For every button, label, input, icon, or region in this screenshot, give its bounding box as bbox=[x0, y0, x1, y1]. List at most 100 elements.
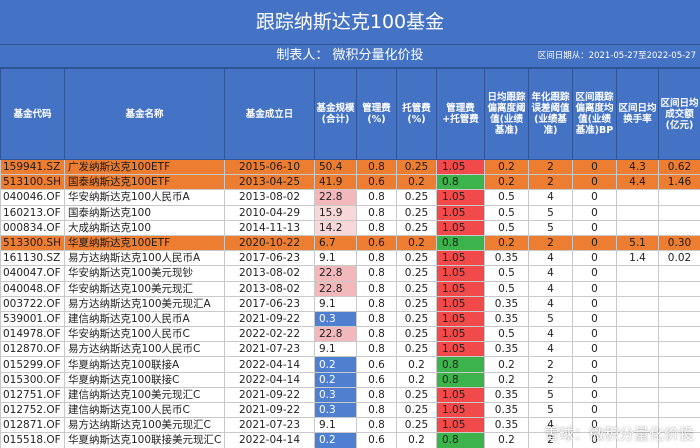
management-fee-cell: 0.8 bbox=[356, 280, 397, 297]
tracking-error-cell: 5 bbox=[528, 310, 573, 328]
header-total-fee: 管理费+托管费 bbox=[436, 68, 485, 160]
tracking-error-cell: 2 bbox=[528, 158, 573, 176]
total-fee-cell: 1.05 bbox=[436, 265, 485, 282]
tracking-error-cell: 2 bbox=[528, 174, 573, 191]
inception-date-cell: 2022-04-14 bbox=[224, 432, 315, 448]
management-fee-cell: 0.8 bbox=[356, 219, 397, 236]
fund-code-cell: 015300.OF bbox=[0, 371, 65, 388]
tracking-error-cell: 4 bbox=[528, 295, 573, 312]
total-fee-cell: 1.05 bbox=[436, 189, 485, 206]
tracking-deviation-cell: 0.2 bbox=[484, 432, 529, 448]
fund-name-cell: 建信纳斯达克100人民币A bbox=[64, 310, 225, 328]
table-row: 015299.OF 华夏纳斯达克100联接A 2022-04-14 0.2 0.6 0.2… bbox=[0, 356, 700, 373]
deviation-mean-cell: 0 bbox=[572, 158, 617, 176]
header-size: 基金规模(合计) bbox=[314, 68, 357, 160]
fund-table-body: 159941.SZ 广发纳斯达克100ETF 2015-06-10 50.4 0.8 0.… bbox=[0, 158, 700, 448]
fund-name-cell: 易方达纳斯达克100美元现汇C bbox=[64, 417, 225, 434]
page-title: 跟踪纳斯达克100基金 bbox=[0, 0, 700, 45]
turnover-cell bbox=[616, 341, 659, 358]
fund-size-cell: 50.4 bbox=[314, 158, 357, 176]
fund-table: 基金代码 基金名称 基金成立日 基金规模(合计) 管理费(%) 托管费(%) 管… bbox=[0, 68, 700, 448]
tracking-error-cell: 4 bbox=[528, 265, 573, 282]
fund-code-cell: 012871.OF bbox=[0, 417, 65, 434]
inception-date-cell: 2021-07-23 bbox=[224, 341, 315, 358]
management-fee-cell: 0.8 bbox=[356, 295, 397, 312]
tracking-error-cell: 5 bbox=[528, 401, 573, 419]
table-row: 003722.OF 易方达纳斯达克100美元现汇A 2017-06-23 9.1 0.8… bbox=[0, 295, 700, 312]
tracking-deviation-cell: 0.35 bbox=[484, 401, 529, 419]
tracking-deviation-cell: 0.2 bbox=[484, 174, 529, 191]
tracking-deviation-cell: 0.5 bbox=[484, 280, 529, 297]
total-fee-cell: 1.05 bbox=[436, 417, 485, 434]
turnover-amount-cell bbox=[658, 326, 700, 343]
inception-date-cell: 2021-09-22 bbox=[224, 401, 315, 419]
tracking-error-cell: 4 bbox=[528, 189, 573, 206]
turnover-amount-cell bbox=[658, 265, 700, 282]
tracking-error-cell: 2 bbox=[528, 371, 573, 388]
total-fee-cell: 1.05 bbox=[436, 310, 485, 328]
management-fee-cell: 0.8 bbox=[356, 158, 397, 176]
management-fee-cell: 0.6 bbox=[356, 234, 397, 252]
turnover-amount-cell bbox=[658, 189, 700, 206]
header-code: 基金代码 bbox=[0, 68, 65, 160]
turnover-amount-cell: 0.30 bbox=[658, 234, 700, 252]
turnover-cell bbox=[616, 310, 659, 328]
table-row: 015300.OF 华夏纳斯达克100联接C 2022-04-14 0.2 0.6 0.2… bbox=[0, 371, 700, 388]
table-row: 040047.OF 华安纳斯达克100美元现钞 2013-08-02 22.8 0.8 0… bbox=[0, 265, 700, 282]
custody-fee-cell: 0.25 bbox=[396, 326, 437, 343]
header-date: 基金成立日 bbox=[224, 68, 315, 160]
turnover-amount-cell: 0.02 bbox=[658, 250, 700, 267]
management-fee-cell: 0.6 bbox=[356, 432, 397, 448]
inception-date-cell: 2022-04-14 bbox=[224, 356, 315, 373]
table-row: 040048.OF 华安纳斯达克100美元现汇 2013-08-02 22.8 0.8 0… bbox=[0, 280, 700, 297]
inception-date-cell: 2013-04-25 bbox=[224, 174, 315, 191]
deviation-mean-cell: 0 bbox=[572, 219, 617, 236]
inception-date-cell: 2015-06-10 bbox=[224, 158, 315, 176]
tracking-deviation-cell: 0.35 bbox=[484, 386, 529, 404]
tracking-deviation-cell: 0.2 bbox=[484, 371, 529, 388]
fund-size-cell: 0.3 bbox=[314, 310, 357, 328]
tracking-deviation-cell: 0.5 bbox=[484, 189, 529, 206]
tracking-deviation-cell: 0.2 bbox=[484, 234, 529, 252]
fund-code-cell: 012870.OF bbox=[0, 341, 65, 358]
table-row: 513300.SH 华夏纳斯达克100ETF 2020-10-22 6.7 0.6 0.2… bbox=[0, 234, 700, 252]
header-row: 基金代码 基金名称 基金成立日 基金规模(合计) 管理费(%) 托管费(%) 管… bbox=[0, 68, 700, 160]
total-fee-cell: 1.05 bbox=[436, 280, 485, 297]
fund-size-cell: 22.8 bbox=[314, 265, 357, 282]
tracking-error-cell: 5 bbox=[528, 204, 573, 221]
total-fee-cell: 0.8 bbox=[436, 234, 485, 252]
table-row: 012752.OF 建信纳斯达克100人民币C 2021-09-22 0.3 0.8 0.… bbox=[0, 401, 700, 419]
tracking-deviation-cell: 0.35 bbox=[484, 417, 529, 434]
management-fee-cell: 0.8 bbox=[356, 326, 397, 343]
fund-code-cell: 161130.SZ bbox=[0, 250, 65, 267]
deviation-mean-cell: 0 bbox=[572, 189, 617, 206]
turnover-amount-cell: 0.62 bbox=[658, 158, 700, 176]
fund-code-cell: 012751.OF bbox=[0, 386, 65, 404]
deviation-mean-cell: 0 bbox=[572, 174, 617, 191]
management-fee-cell: 0.8 bbox=[356, 265, 397, 282]
tracking-error-cell: 5 bbox=[528, 386, 573, 404]
fund-size-cell: 0.3 bbox=[314, 386, 357, 404]
deviation-mean-cell: 0 bbox=[572, 341, 617, 358]
deviation-mean-cell: 0 bbox=[572, 280, 617, 297]
custody-fee-cell: 0.25 bbox=[396, 341, 437, 358]
custody-fee-cell: 0.25 bbox=[396, 204, 437, 221]
fund-size-cell: 22.8 bbox=[314, 189, 357, 206]
inception-date-cell: 2017-06-23 bbox=[224, 250, 315, 267]
inception-date-cell: 2020-10-22 bbox=[224, 234, 315, 252]
header-deviation-mean: 区间跟踪偏离度均值(业绩基准)BP bbox=[572, 68, 617, 160]
maker-label: 制表人： 微积分量化价投 bbox=[276, 48, 424, 63]
inception-date-cell: 2013-08-02 bbox=[224, 189, 315, 206]
fund-name-cell: 大成纳斯达克100 bbox=[64, 219, 225, 236]
turnover-amount-cell bbox=[658, 219, 700, 236]
turnover-cell bbox=[616, 386, 659, 404]
inception-date-cell: 2014-11-13 bbox=[224, 219, 315, 236]
fund-code-cell: 160213.OF bbox=[0, 204, 65, 221]
fund-code-cell: 513100.SH bbox=[0, 174, 65, 191]
custody-fee-cell: 0.25 bbox=[396, 386, 437, 404]
tracking-error-cell: 4 bbox=[528, 326, 573, 343]
management-fee-cell: 0.8 bbox=[356, 401, 397, 419]
custody-fee-cell: 0.2 bbox=[396, 234, 437, 252]
table-row: 160213.OF 国泰纳斯达克100 2010-04-29 15.9 0.8 0.25 1… bbox=[0, 204, 700, 221]
